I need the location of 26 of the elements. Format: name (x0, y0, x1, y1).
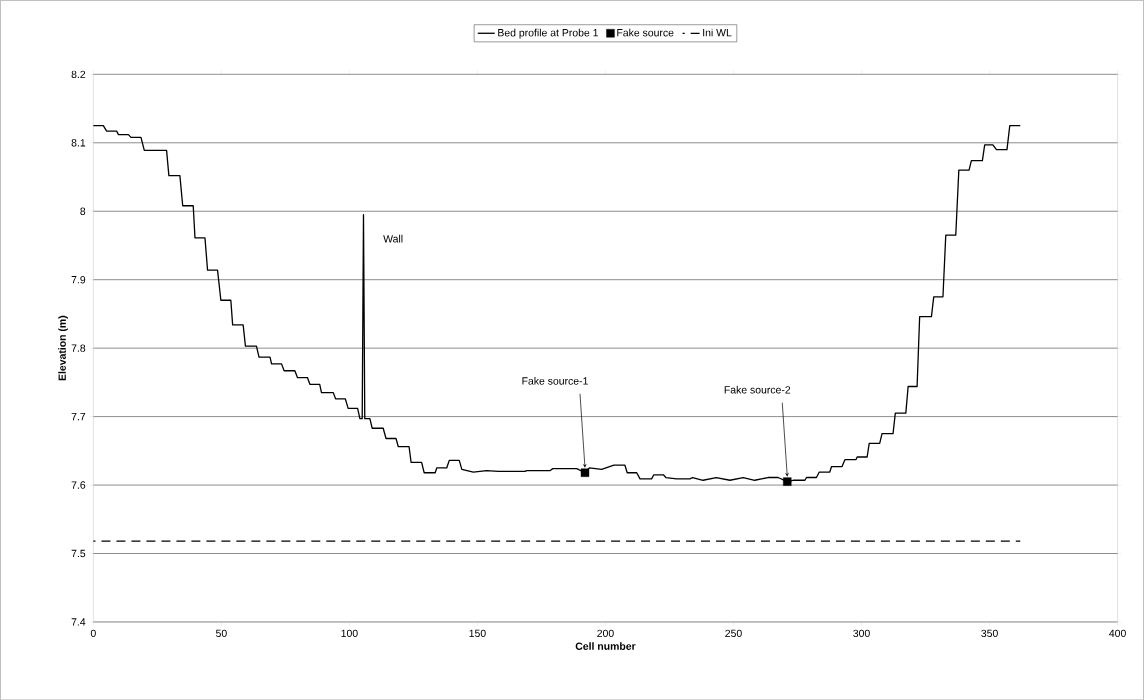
y-tick-label: 7.8 (71, 344, 86, 352)
x-tick-label: 150 (469, 629, 486, 637)
annotation: Fake source-1 (522, 376, 588, 385)
y-tick-label: 7.5 (71, 549, 86, 558)
x-tick-label: 250 (725, 629, 742, 637)
legend-label: Ini WL (703, 28, 732, 37)
y-tick-label: 7.6 (71, 481, 86, 489)
x-tick-label: 300 (853, 629, 870, 637)
y-tick-label: 8.2 (71, 70, 86, 78)
y-tick-label: 7.4 (71, 618, 86, 626)
x-tick-label: 100 (341, 629, 358, 637)
x-tick-label: 0 (90, 629, 96, 637)
x-axis-title: Cell number (575, 642, 636, 650)
y-tick-label: 7.9 (71, 275, 86, 284)
y-tick-label: 8.1 (71, 138, 86, 147)
y-tick-label: 8 (80, 207, 86, 215)
y-axis-title: Elevation (m) (58, 315, 68, 381)
x-tick-label: 350 (981, 629, 998, 637)
annotation: Wall (383, 234, 403, 243)
x-tick-label: 200 (597, 629, 614, 637)
x-tick-label: 400 (1109, 629, 1126, 637)
legend-label: Bed profile at Probe 1 (498, 28, 598, 39)
annotation: Fake source-2 (724, 385, 791, 394)
legend-label: Fake source (617, 28, 674, 37)
x-tick-label: 50 (215, 629, 227, 637)
y-tick-label: 7.7 (71, 412, 86, 421)
